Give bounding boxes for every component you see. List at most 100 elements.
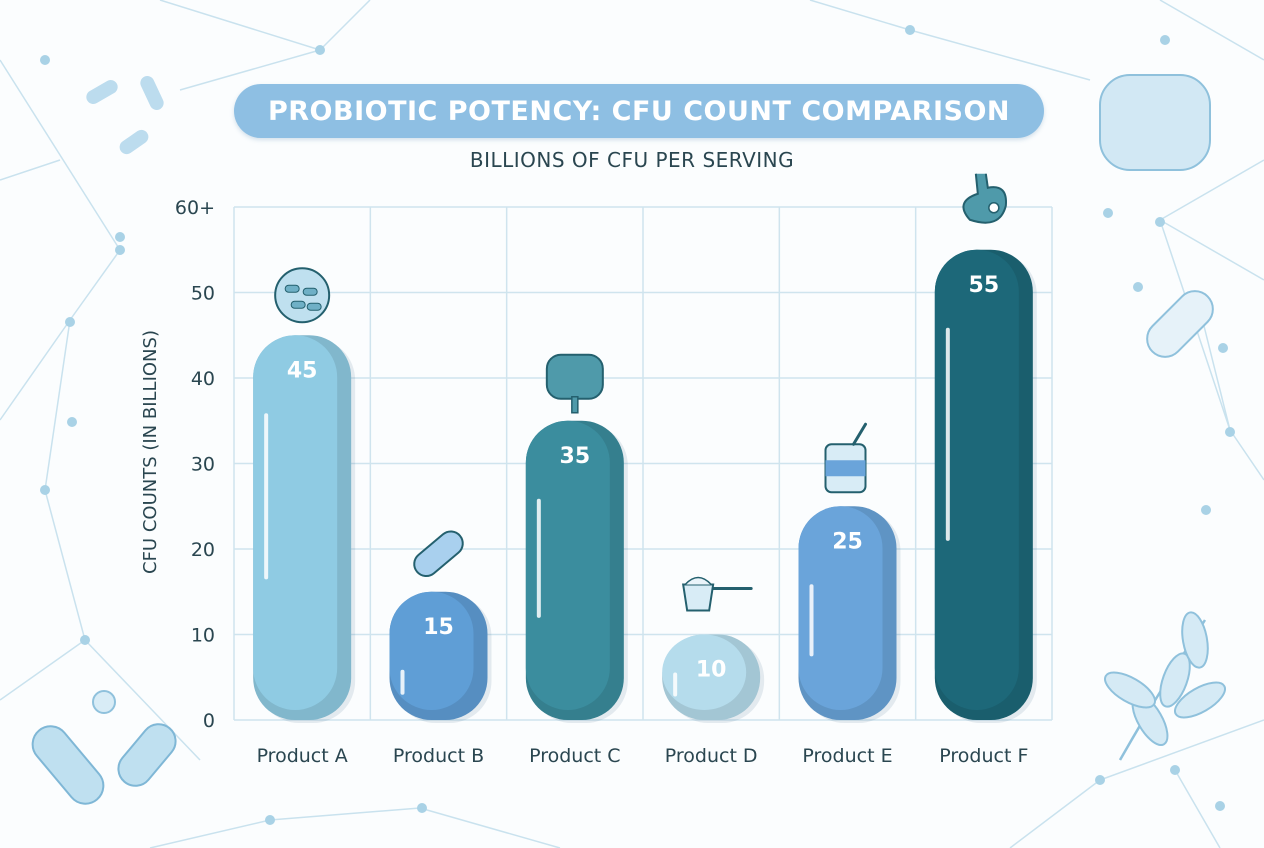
network-node (80, 635, 90, 645)
network-line (0, 319, 71, 421)
network-node (315, 45, 325, 55)
grid (233, 206, 1053, 721)
bacteria-decoration-icon (31, 725, 105, 805)
network-line (159, 0, 321, 51)
bar-group: 10 (662, 634, 765, 723)
bubble-icon (92, 690, 116, 714)
data-label: 45 (287, 358, 318, 383)
network-node (1201, 505, 1211, 515)
x-tick-label: Product A (257, 745, 348, 767)
y-tick-label: 20 (191, 539, 215, 561)
capsule-decoration-icon (1146, 290, 1214, 358)
network-line (1174, 769, 1221, 848)
capsule-icon (413, 530, 464, 578)
bar-highlight (798, 506, 883, 710)
data-label: 25 (832, 529, 863, 554)
network-line (1159, 0, 1264, 61)
x-tick-label: Product F (939, 745, 1028, 767)
network-node (1095, 775, 1105, 785)
leaf-icon (1174, 681, 1226, 719)
network-node (1215, 801, 1225, 811)
network-line (0, 639, 86, 701)
chart-title: PROBIOTIC POTENCY: CFU COUNT COMPARISON (267, 95, 1011, 127)
y-tick-label: 30 (191, 454, 215, 476)
network-node (65, 317, 75, 327)
bar-highlight (525, 420, 610, 710)
y-tick-label: 50 (191, 283, 215, 305)
y-axis-label: CFU COUNTS (IN BILLIONS) (140, 330, 161, 574)
chart-subtitle: BILLIONS OF CFU PER SERVING (469, 148, 795, 172)
chart-title-banner: PROBIOTIC POTENCY: CFU COUNT COMPARISON (234, 84, 1044, 138)
network-node (265, 815, 275, 825)
network-node (115, 245, 125, 255)
network-line (269, 807, 421, 821)
bar-group: 55 (934, 249, 1037, 723)
x-tick-label: Product B (393, 745, 484, 767)
network-line (909, 29, 1091, 81)
network-line (0, 59, 121, 251)
network-node (67, 417, 77, 427)
network-node (905, 25, 915, 35)
network-node (1170, 765, 1180, 775)
network-line (1229, 429, 1264, 481)
network-line (84, 639, 201, 761)
bar-highlight (253, 335, 338, 710)
data-label: 35 (560, 444, 591, 469)
network-line (179, 49, 321, 91)
data-label: 10 (696, 658, 727, 683)
bar-highlight (389, 591, 474, 710)
bacteria-decoration-icon (117, 723, 177, 787)
x-tick-label: Product C (529, 745, 620, 767)
network-line (809, 0, 911, 31)
network-node (1103, 208, 1113, 218)
network-node (1160, 35, 1170, 45)
bar-group: 35 (525, 420, 628, 723)
y-tick-label: 10 (191, 625, 215, 647)
network-node (1225, 427, 1235, 437)
network-line (149, 819, 271, 848)
leaf-icon (1104, 671, 1156, 709)
network-node (1133, 282, 1143, 292)
network-line (44, 319, 71, 491)
stomach-icon (962, 173, 1007, 224)
network-line (1159, 219, 1264, 281)
network-node (1155, 217, 1165, 227)
network-node (40, 485, 50, 495)
network-line (319, 0, 371, 51)
leaf-icon (1181, 611, 1209, 669)
network-node (115, 232, 125, 242)
intestine-icon (545, 353, 604, 414)
bar-group: 25 (798, 506, 901, 723)
bar-group: 45 (253, 335, 356, 723)
x-tick-label: Product E (802, 745, 892, 767)
data-label: 15 (423, 615, 454, 640)
bar-group: 15 (389, 591, 492, 723)
powder-scoop-icon (682, 576, 753, 612)
y-tick-label: 0 (203, 710, 215, 732)
intestine-decoration-icon (1099, 74, 1211, 171)
network-line (419, 807, 561, 848)
yogurt-jar-icon (824, 422, 867, 494)
network-line (1009, 779, 1101, 848)
network-node (40, 55, 50, 65)
network-node (417, 803, 427, 813)
network-line (69, 249, 121, 321)
bar-highlight (934, 249, 1019, 710)
leaf-icon (1159, 652, 1191, 708)
x-tick-label: Product D (665, 745, 758, 767)
bacteria-petri-icon (274, 267, 331, 324)
network-line (1159, 159, 1264, 221)
network-line (44, 489, 86, 641)
bar-highlight (662, 634, 747, 710)
network-line (1099, 719, 1264, 781)
y-tick-label: 40 (191, 368, 215, 390)
network-node (1218, 343, 1228, 353)
y-tick-label: 60+ (175, 197, 215, 219)
network-line (0, 159, 61, 181)
bacteria-decoration-icon (86, 80, 118, 104)
bacteria-decoration-icon (119, 129, 149, 155)
network-line (1199, 309, 1231, 431)
data-label: 55 (969, 273, 1000, 298)
